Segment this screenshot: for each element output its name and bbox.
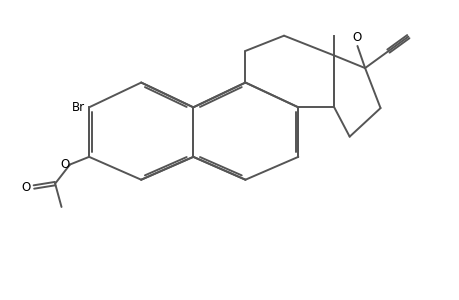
Text: O: O (22, 181, 31, 194)
Text: O: O (60, 158, 69, 171)
Text: Br: Br (72, 101, 84, 114)
Text: O: O (352, 31, 361, 44)
